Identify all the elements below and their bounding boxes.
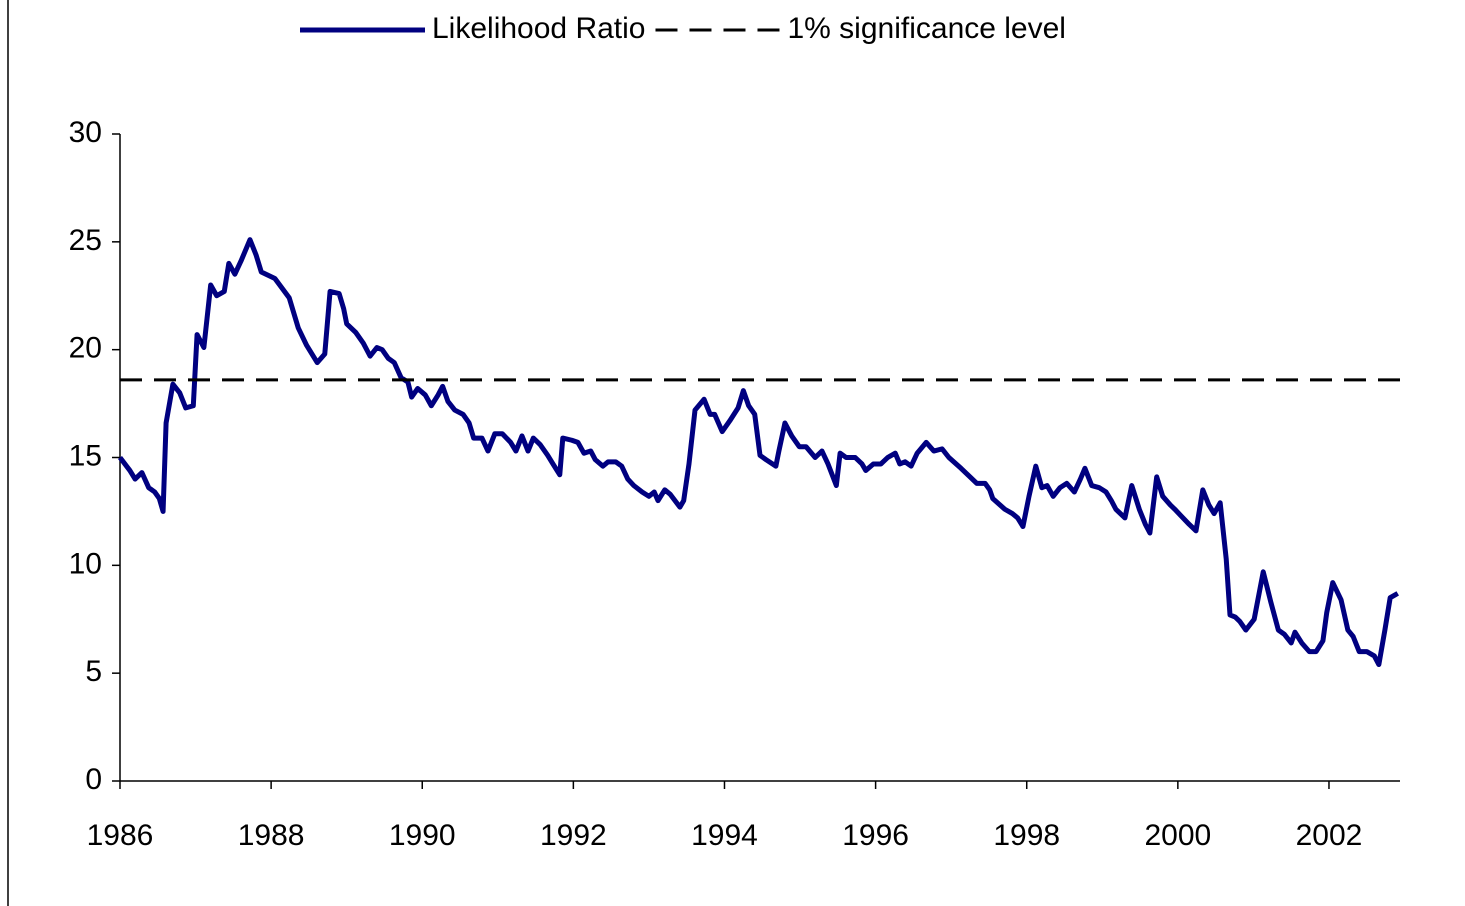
y-tick-label: 25 (69, 224, 102, 257)
x-tick-label: 2002 (1296, 819, 1363, 852)
y-tick-label: 20 (69, 332, 102, 365)
x-tick-label: 1990 (389, 819, 456, 852)
y-tick-label: 5 (85, 655, 102, 688)
series-line (118, 237, 1399, 668)
y-tick-label: 10 (69, 547, 102, 580)
x-tick-label: 1992 (540, 819, 607, 852)
y-tick-label: 15 (69, 439, 102, 472)
legend-label: Likelihood Ratio (432, 12, 645, 45)
x-tick-label: 1998 (993, 819, 1060, 852)
y-tick-label: 0 (85, 763, 102, 796)
x-tick-label: 1986 (87, 819, 154, 852)
x-tick-label: 1994 (691, 819, 758, 852)
x-tick-label: 1996 (842, 819, 909, 852)
y-tick-label: 30 (69, 116, 102, 149)
x-tick-label: 1988 (238, 819, 305, 852)
legend-label: 1% significance level (787, 12, 1065, 45)
x-tick-label: 2000 (1144, 819, 1211, 852)
